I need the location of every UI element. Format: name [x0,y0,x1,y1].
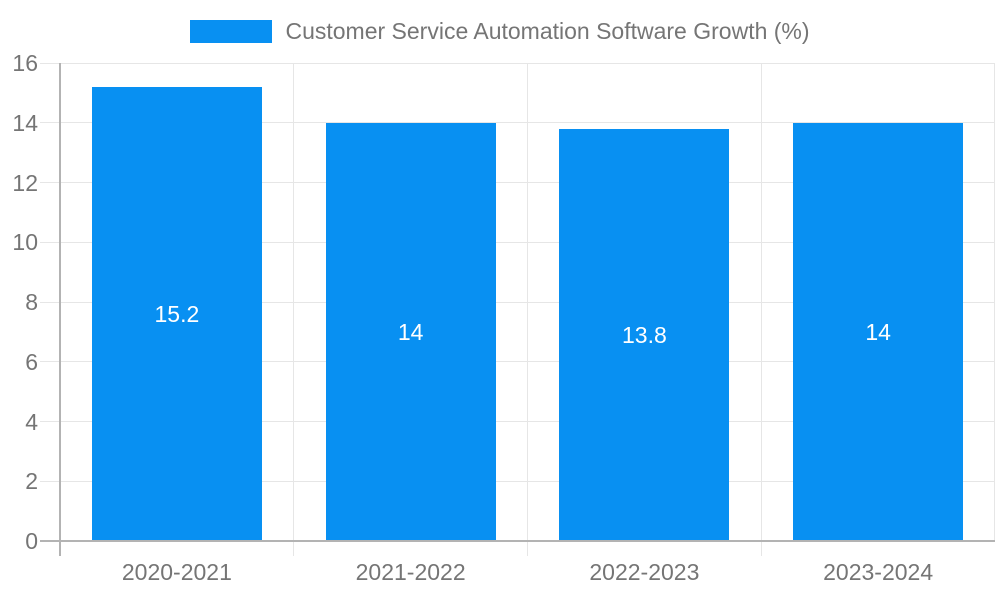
y-gridline [40,182,995,183]
y-tick-label: 0 [25,528,38,554]
bar-value-label: 13.8 [621,321,667,348]
y-gridline [40,62,995,64]
x-gridline [527,63,528,556]
bar: 14 [325,122,496,541]
y-gridline [40,421,995,422]
legend-label: Customer Service Automation Software Gro… [285,18,810,44]
y-tick-label: 8 [25,289,38,315]
y-tick-label: 10 [12,229,38,256]
plot-right-border [994,63,995,541]
x-gridline [760,63,762,556]
y-tick-label: 14 [12,109,38,136]
y-gridline [40,122,995,124]
y-tick-label: 4 [25,408,38,435]
x-tick-label: 2022-2023 [589,559,700,585]
bar-value-label: 15.2 [154,300,200,327]
x-tick-label: 2021-2022 [355,559,466,585]
y-gridline [40,241,995,243]
x-tick-label: 2023-2024 [823,559,934,585]
bar-value-label: 14 [865,318,891,345]
x-axis-line [40,540,995,542]
y-tick-label: 6 [25,348,38,375]
y-tick-label: 2 [25,468,38,495]
y-tick-label: 12 [12,169,38,196]
bar: 15.2 [91,86,262,541]
y-gridline [40,301,995,303]
legend-swatch [190,19,273,43]
legend: Customer Service Automation Software Gro… [0,14,1000,48]
bar: 13.8 [559,128,730,541]
x-tick-label: 2020-2021 [121,559,232,585]
y-gridline [40,361,995,363]
x-gridline [293,63,295,556]
bar-value-label: 14 [397,318,424,345]
y-gridline [40,480,995,482]
y-axis-line [59,63,61,556]
y-tick-label: 16 [12,50,38,76]
bar: 14 [793,122,964,541]
